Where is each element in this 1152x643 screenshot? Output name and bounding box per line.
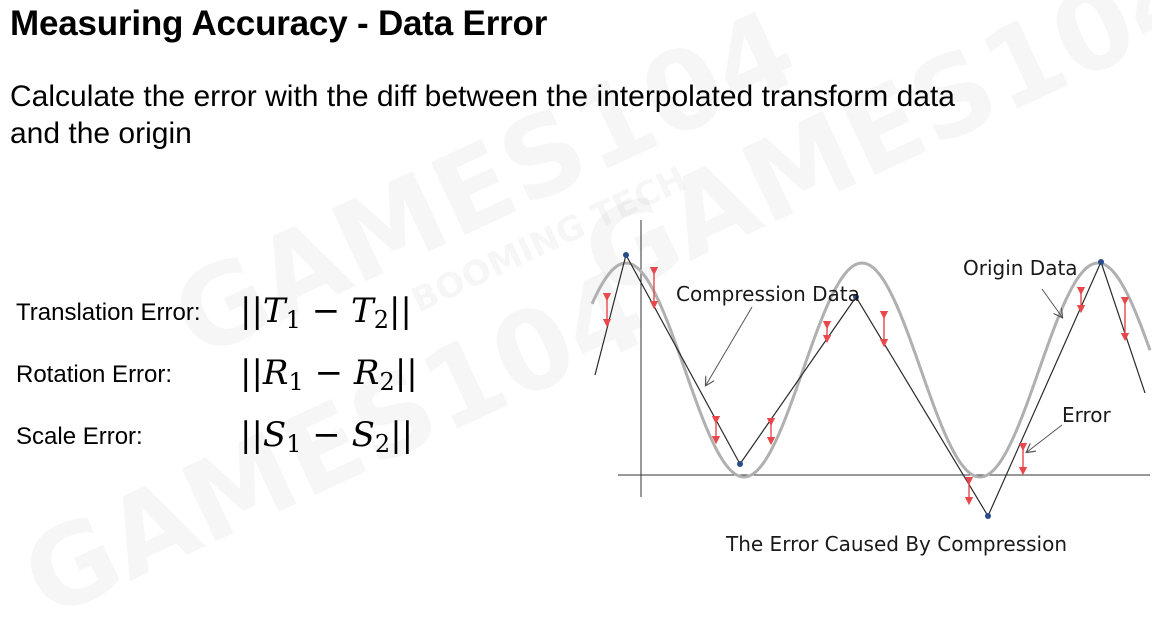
compression-error-diagram: Compression Data Origin Data Error The E… <box>590 220 1152 556</box>
formula-translation: Translation Error: ||T1 − T2|| <box>16 291 436 335</box>
origin-data-label: Origin Data <box>963 256 1078 280</box>
slide-title: Measuring Accuracy - Data Error <box>10 4 548 43</box>
formula-expression: ||S1 − S2|| <box>240 415 414 458</box>
keyframe-dot <box>623 252 629 258</box>
compression-data-label: Compression Data <box>676 282 860 306</box>
origin-data-curve <box>590 261 1152 479</box>
keyframes <box>623 252 1104 519</box>
keyframe-dot <box>985 513 991 519</box>
slide-subtitle: Calculate the error with the diff betwee… <box>10 80 955 150</box>
formula-label: Rotation Error: <box>16 361 173 388</box>
formula-label: Scale Error: <box>16 423 143 450</box>
compression-pointer <box>706 306 753 385</box>
formula-label: Translation Error: <box>16 299 201 326</box>
keyframe-dot <box>737 461 743 467</box>
formula-rotation: Rotation Error: ||R1 − R2|| <box>16 353 436 397</box>
error-pointer <box>1027 424 1063 452</box>
formula-expression: ||T1 − T2|| <box>240 291 412 334</box>
formula-scale: Scale Error: ||S1 − S2|| <box>16 415 436 459</box>
keyframe-dot <box>853 294 859 300</box>
origin-pointer <box>1041 288 1062 317</box>
error-arrows <box>602 266 1130 506</box>
formula-expression: ||R1 − R2|| <box>240 353 418 396</box>
keyframe-dot <box>1098 259 1104 265</box>
error-label: Error <box>1062 403 1112 427</box>
diagram-caption: The Error Caused By Compression <box>725 532 1067 556</box>
